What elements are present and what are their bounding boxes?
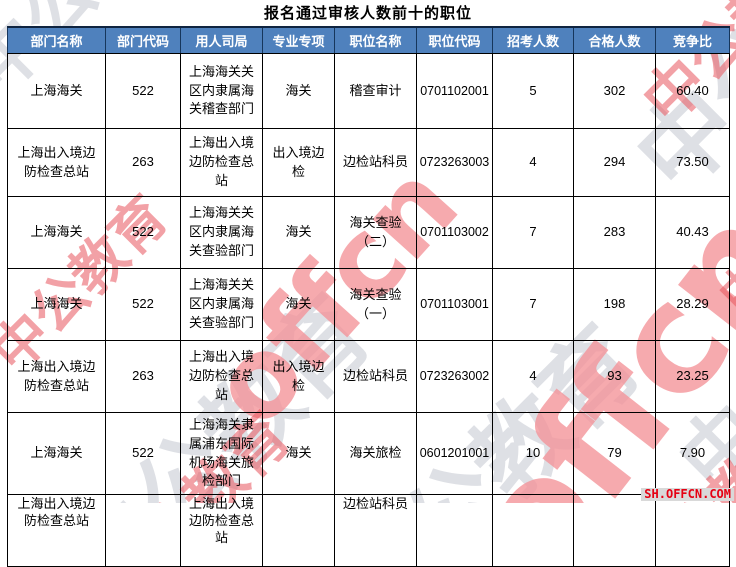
column-header: 部门代码 [105,26,181,54]
table-cell: 稽查审计 [334,53,417,129]
table-cell: 上海出入境边防检查总站 [180,340,263,413]
table-cell: 上海海关 [7,268,106,341]
table-cell: 0723263003 [416,128,493,197]
table-cell: 5 [492,53,574,129]
table-cell: 294 [573,128,656,197]
header-row: 部门名称 部门代码 用人司局 专业专项 职位名称 职位代码 招考人数 合格人数 竞争比 [7,26,730,54]
table-cell: 海关 [262,268,335,341]
table-cell: 海关查验 （二） [334,196,417,269]
table-cell [105,494,181,567]
table-cell: 上海海关 [7,196,106,269]
table-cell: 边检站科员 [334,494,417,567]
positions-table: 部门名称 部门代码 用人司局 专业专项 职位名称 职位代码 招考人数 合格人数 竞争比 上海海关… [7,26,730,567]
table-row: 上海海关 522 上海海关关区内隶属海关查验部门 海关 海关查验 （一） 07011030… [7,268,730,341]
table-cell: 0701102001 [416,53,493,129]
table-cell: 出入境边检 [262,340,335,413]
table-cell [262,494,335,567]
table-cell: 上海出入境边防检查总站 [180,128,263,197]
column-header: 合格人数 [573,26,656,54]
table-cell: 7 [492,268,574,341]
table-cell: 4 [492,340,574,413]
table-cell: 79 [573,412,656,495]
column-header: 用人司局 [180,26,263,54]
table-cell: 上海海关 [7,53,106,129]
table-cell: 10 [492,412,574,495]
table-cell: 上海出入境边防检查总站 [7,494,106,567]
table-cell: 上海海关 [7,412,106,495]
column-header: 竞争比 [655,26,730,54]
table-row: 上海海关 522 上海海关隶属浦东国际机场海关旅检部门 海关 海关旅检 060120100… [7,412,730,495]
table-cell: 上海出入境边防检查总站 [7,128,106,197]
table-cell: 4 [492,128,574,197]
table-row-partial: 上海出入境边防检查总站 上海出入境边防检查总站 边检站科员 [7,494,730,567]
table-cell: 海关查验 （一） [334,268,417,341]
table-cell: 522 [105,196,181,269]
table-cell: 0701103001 [416,268,493,341]
table-cell: 上海海关关区内隶属海关查验部门 [180,268,263,341]
table-cell: 28.29 [655,268,730,341]
table-cell: 263 [105,128,181,197]
table-cell: 出入境边检 [262,128,335,197]
table-cell: 上海海关隶属浦东国际机场海关旅检部门 [180,412,263,495]
table-cell: 上海出入境边防检查总站 [7,340,106,413]
table-cell: 7 [492,196,574,269]
table-cell: 上海海关关区内隶属海关稽查部门 [180,53,263,129]
column-header: 招考人数 [492,26,574,54]
table-cell: 边检站科员 [334,128,417,197]
table-cell: 522 [105,268,181,341]
table-cell: 93 [573,340,656,413]
table-cell: 边检站科员 [334,340,417,413]
table-row: 上海海关 522 上海海关关区内隶属海关查验部门 海关 海关查验 （二） 07011030… [7,196,730,269]
table-cell: 23.25 [655,340,730,413]
table-cell [492,494,574,567]
table-body: 上海海关 522 上海海关关区内隶属海关稽查部门 海关 稽查审计 0701102001 5 3… [7,53,730,567]
column-header: 职位代码 [416,26,493,54]
table-cell: 198 [573,268,656,341]
table-cell [655,494,730,567]
table-cell [416,494,493,567]
table-cell: 0601201001 [416,412,493,495]
table-cell: 263 [105,340,181,413]
column-header: 部门名称 [7,26,106,54]
table-cell: 上海出入境边防检查总站 [180,494,263,567]
table-cell: 283 [573,196,656,269]
table-cell: 上海海关关区内隶属海关查验部门 [180,196,263,269]
table-cell: 0701103002 [416,196,493,269]
table-cell: 302 [573,53,656,129]
table-cell: 40.43 [655,196,730,269]
table-cell: 60.40 [655,53,730,129]
table-cell: 7.90 [655,412,730,495]
table-cell: 海关 [262,412,335,495]
table-cell: 海关旅检 [334,412,417,495]
site-watermark-badge: SH.OFFCN.COM [641,488,734,501]
table-cell: 海关 [262,196,335,269]
table-row: 上海出入境边防检查总站 263 上海出入境边防检查总站 出入境边检 边检站科员 07232… [7,340,730,413]
table-cell: 522 [105,53,181,129]
table-cell: 0723263002 [416,340,493,413]
column-header: 专业专项 [262,26,335,54]
table-cell: 海关 [262,53,335,129]
table-cell [573,494,656,567]
page-title: 报名通过审核人数前十的职位 [263,5,472,22]
table-row: 上海出入境边防检查总站 263 上海出入境边防检查总站 出入境边检 边检站科员 07232… [7,128,730,197]
table-cell: 73.50 [655,128,730,197]
table-row: 上海海关 522 上海海关关区内隶属海关稽查部门 海关 稽查审计 0701102001 5 3… [7,53,730,129]
table-cell: 522 [105,412,181,495]
column-header: 职位名称 [334,26,417,54]
